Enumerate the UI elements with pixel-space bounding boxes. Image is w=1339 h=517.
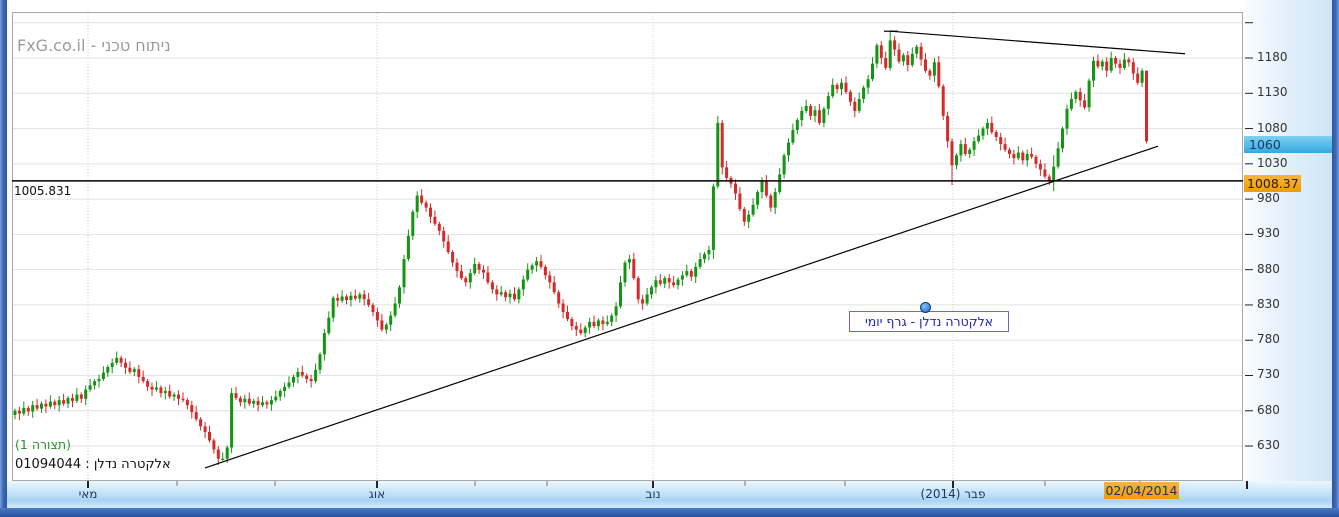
window-frame-left — [0, 0, 7, 517]
price-axis-label: 1130 — [1257, 85, 1288, 100]
window-frame-bottom — [0, 508, 1339, 517]
level-price-badge: 1008.37 — [1244, 175, 1301, 192]
window-frame-right — [1332, 0, 1339, 517]
month-label: פבר (2014) — [920, 487, 986, 501]
price-axis-label: 630 — [1257, 438, 1280, 453]
price-axis[interactable] — [1244, 0, 1332, 508]
page-title: ניתוח טכני - FxG.co.il — [17, 36, 171, 55]
month-label: מאי — [78, 487, 98, 501]
price-axis-label: 1030 — [1257, 155, 1288, 170]
security-name-label: אלקטרה נדלן : 01094044 — [15, 457, 171, 472]
price-axis-label: 930 — [1257, 226, 1280, 241]
layout-config-label: (תצורה 1) — [15, 437, 71, 452]
series-marker-icon[interactable] — [920, 302, 931, 313]
level-price-label: 1005.831 — [14, 184, 72, 198]
cursor-date-badge: 02/04/2014 — [1104, 482, 1179, 499]
price-axis-label: 680 — [1257, 402, 1280, 417]
month-label: נוב — [645, 487, 661, 501]
price-axis-label: 980 — [1257, 191, 1280, 206]
price-axis-label: 780 — [1257, 332, 1280, 347]
month-label: אוג — [368, 487, 386, 501]
price-axis-label: 830 — [1257, 296, 1280, 311]
current-price-badge: 1060 — [1244, 136, 1332, 153]
price-axis-label: 1080 — [1257, 120, 1288, 135]
price-axis-label: 880 — [1257, 261, 1280, 276]
price-axis-label: 1180 — [1257, 50, 1288, 64]
price-axis-label: 730 — [1257, 367, 1280, 382]
series-annotation-label[interactable]: אלקטרה נדלן - גרף יומי — [849, 311, 1009, 332]
